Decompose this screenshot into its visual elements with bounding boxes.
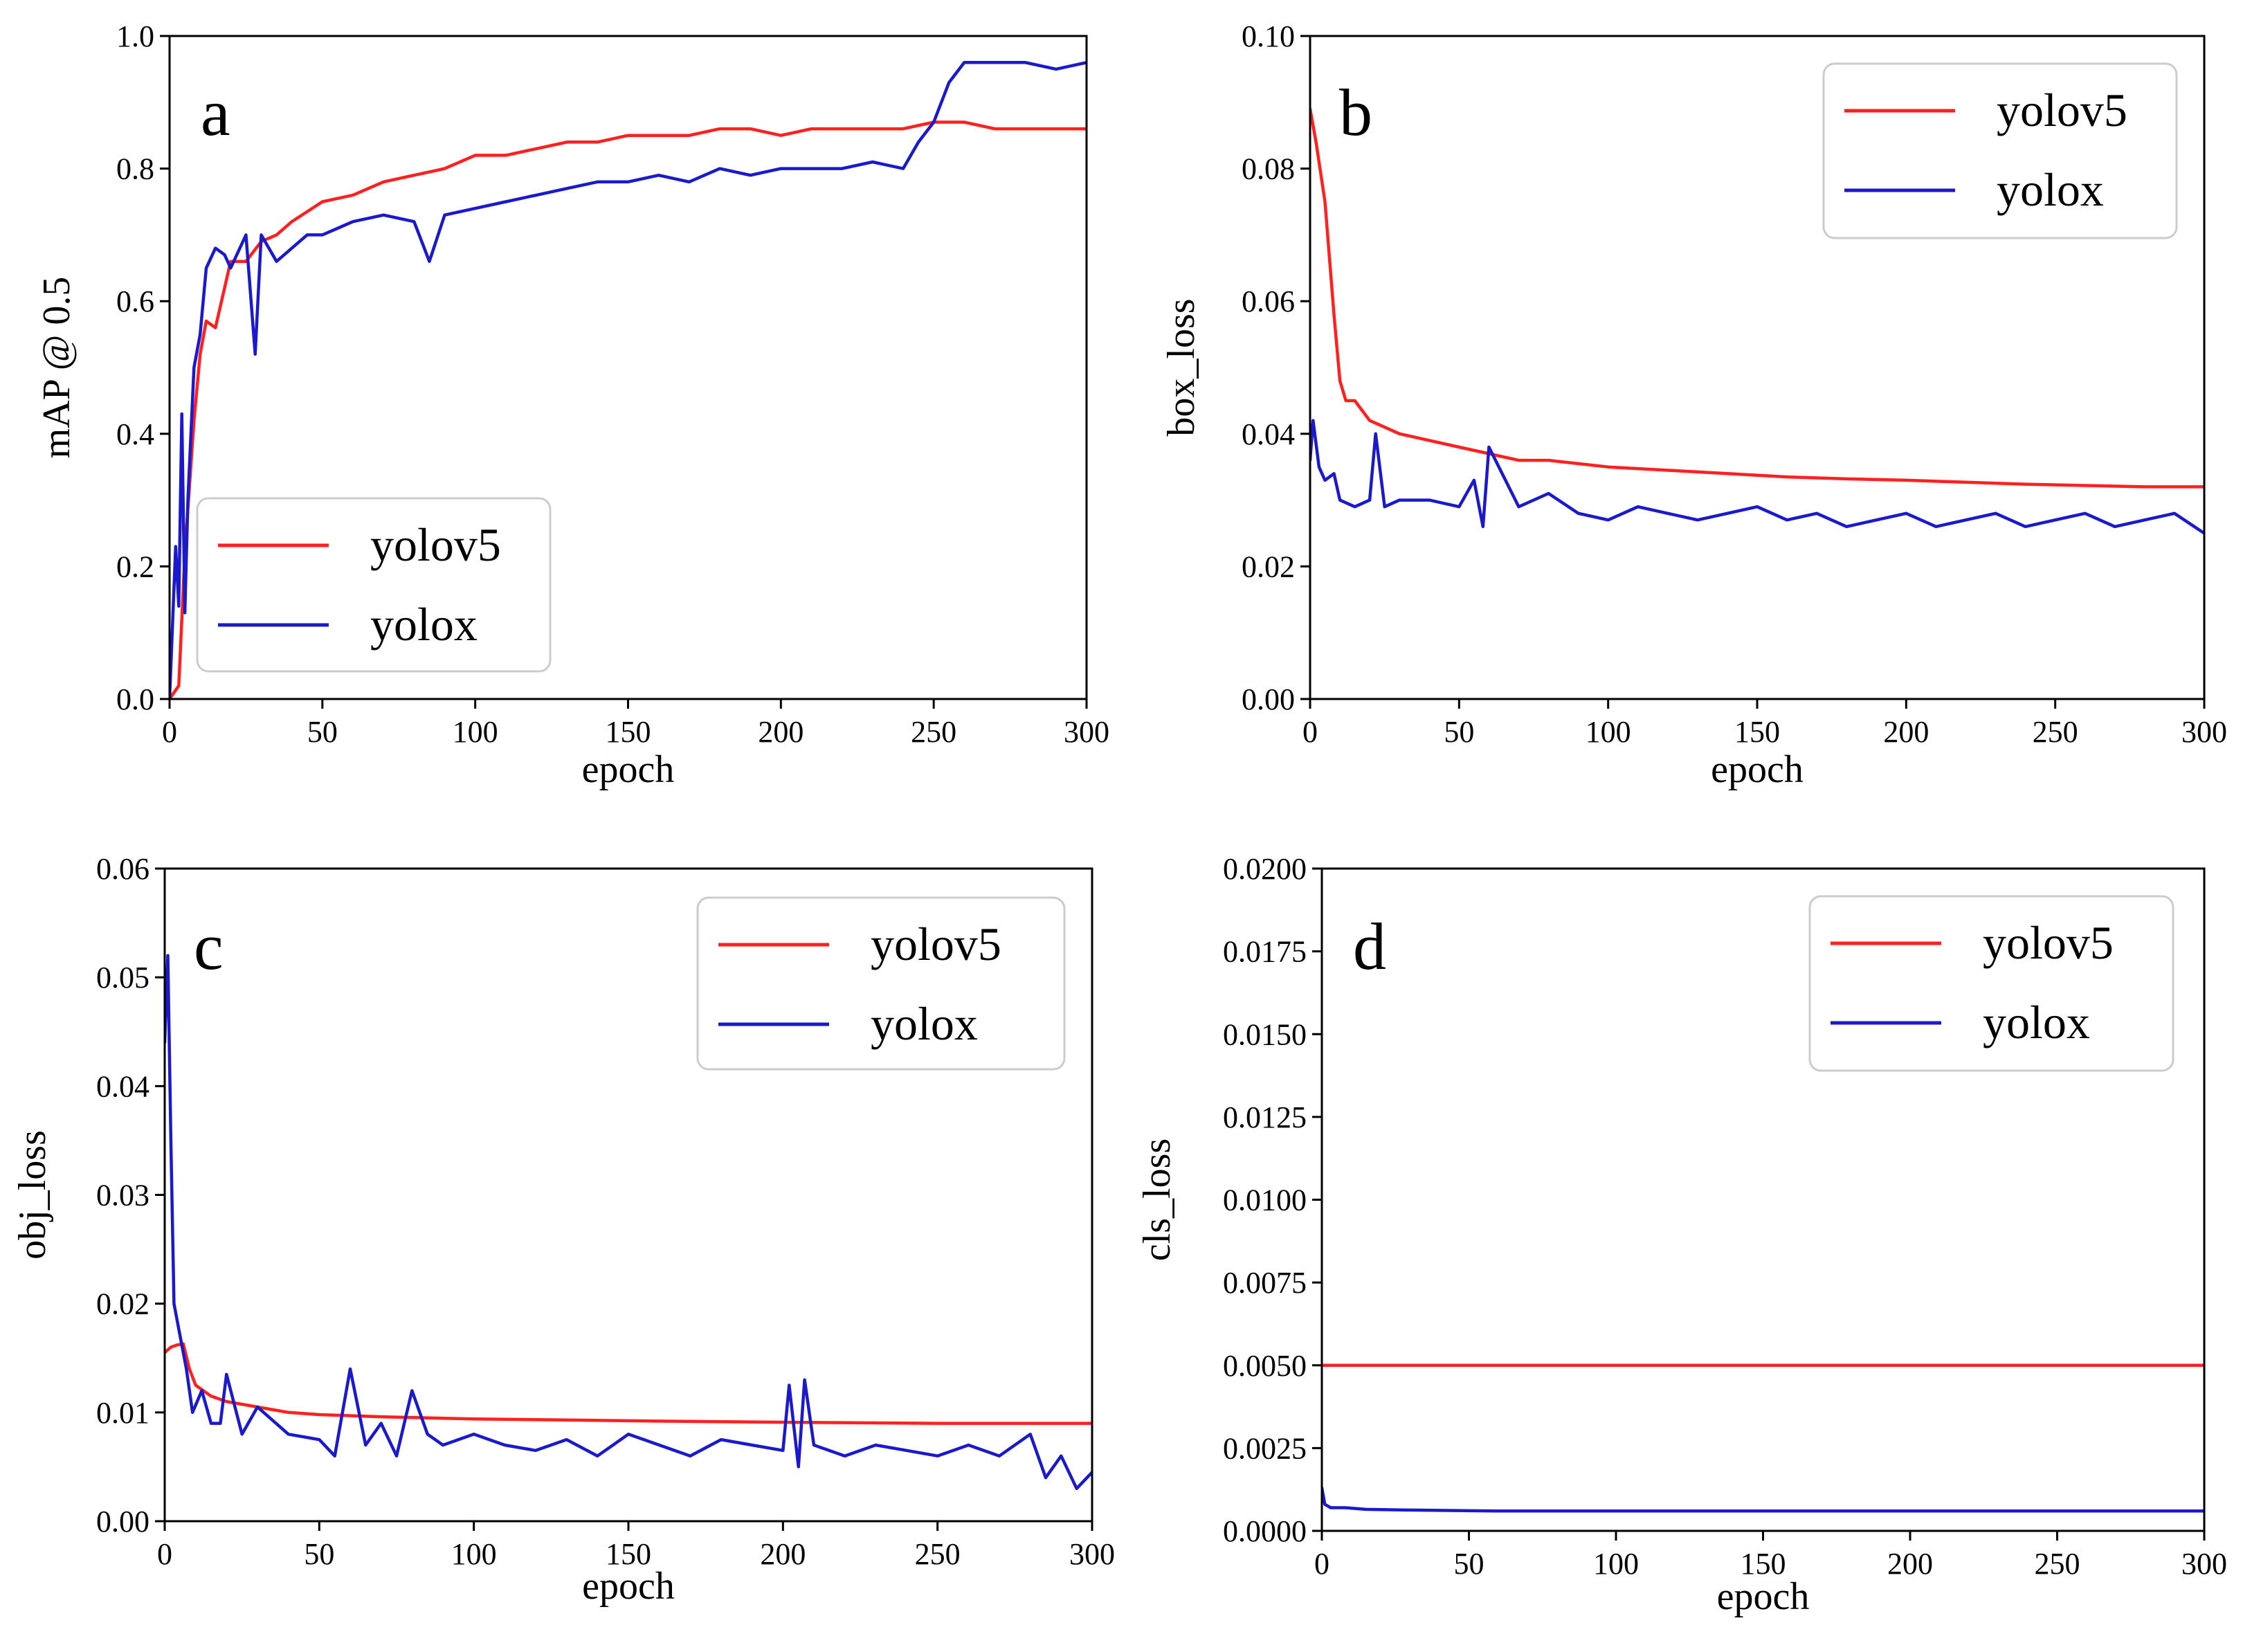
legend-label-yolov5-c: yolov5 [871, 918, 1001, 970]
panel-b: 0 50 100 150 200 250 300 0.00 0.02 0.04 0.06 0.08 0.… [1160, 19, 2227, 791]
legend-label-yolox-a: yolox [370, 598, 478, 651]
x-tick-label-a-1: 50 [307, 715, 338, 749]
y-tick-label-d-0: 0.0000 [1223, 1514, 1307, 1548]
legend-box-b [1822, 62, 2178, 239]
x-tick-label-d-3: 150 [1741, 1547, 1786, 1581]
series-line-yolox-a [170, 61, 1087, 699]
panel-a: 0 50 100 150 200 250 300 0.0 0.2 0.4 0.6 0.8 1.0 epoc… [35, 19, 1109, 791]
legend-label-yolox-c: yolox [871, 997, 978, 1050]
legend-box-d [1808, 895, 2174, 1072]
y-tick-label-d-2: 0.0050 [1223, 1349, 1307, 1383]
y-tick-label-d-4: 0.0100 [1223, 1183, 1307, 1217]
x-tick-label-b-6: 300 [2181, 715, 2227, 749]
legend-b: yolov5 yolox [1822, 62, 2178, 239]
y-tick-label-c-5: 0.05 [96, 961, 149, 995]
y-tick-label-c-0: 0.00 [96, 1505, 149, 1538]
x-axis-label-a: epoch [582, 748, 675, 791]
y-axis-label-b: box_loss [1160, 298, 1203, 436]
y-tick-label-a-1: 0.2 [116, 550, 154, 583]
y-tick-label-a-3: 0.6 [116, 284, 154, 318]
legend-box-a [196, 497, 552, 673]
y-tick-label-d-1: 0.0025 [1223, 1431, 1307, 1465]
legend-box-c [696, 896, 1066, 1071]
y-axis-label-d: cls_loss [1136, 1138, 1179, 1261]
series-line-yolox-c [165, 954, 1092, 1491]
series-line-yolox-d [1322, 1486, 2204, 1513]
x-tick-label-b-1: 50 [1444, 715, 1474, 749]
series-line-yolov5-b [1310, 107, 2204, 489]
y-tick-label-a-5: 1.0 [116, 19, 154, 53]
x-tick-label-b-3: 150 [1734, 715, 1780, 749]
series-line-yolov5-c [165, 1342, 1092, 1425]
legend-label-yolox-b: yolox [1997, 163, 2104, 216]
series-line-yolov5-a [170, 120, 1087, 699]
y-tick-label-d-6: 0.0150 [1223, 1017, 1307, 1051]
x-tick-label-a-2: 100 [453, 715, 498, 749]
panel-letter-a: a [201, 75, 230, 149]
x-axis-label-c: epoch [582, 1565, 675, 1608]
panel-c: 0 50 100 150 200 250 300 0.00 0.01 0.02 0.03 0.04 0.… [11, 852, 1115, 1608]
x-tick-label-b-0: 0 [1302, 715, 1318, 749]
y-tick-label-d-8: 0.0200 [1223, 852, 1307, 886]
panel-letter-c: c [194, 909, 224, 983]
y-tick-label-b-4: 0.08 [1242, 152, 1295, 186]
x-tick-label-b-2: 100 [1586, 715, 1631, 749]
legend-label-yolox-d: yolox [1983, 996, 2090, 1049]
x-tick-label-c-5: 250 [915, 1537, 961, 1571]
y-axis-label-a: mAP @ 0.5 [35, 277, 78, 459]
x-tick-label-a-5: 250 [911, 715, 956, 749]
legend-c: yolov5 yolox [696, 896, 1066, 1071]
y-tick-label-a-0: 0.0 [116, 682, 154, 716]
x-tick-label-c-0: 0 [157, 1537, 172, 1571]
legend-label-yolov5-b: yolov5 [1997, 84, 2127, 136]
x-tick-label-a-3: 150 [606, 715, 651, 749]
panel-letter-d: d [1353, 909, 1386, 983]
y-tick-label-c-4: 0.04 [96, 1069, 149, 1103]
y-tick-label-c-1: 0.01 [96, 1396, 149, 1430]
y-tick-label-a-2: 0.4 [116, 417, 154, 451]
panel-d: 0 50 100 150 200 250 300 0.0000 0.0025 0.0050 0.00… [1136, 852, 2227, 1618]
y-axis-label-c: obj_loss [11, 1130, 54, 1260]
legend-d: yolov5 yolox [1808, 895, 2174, 1072]
legend-label-yolov5-a: yolov5 [370, 518, 501, 571]
x-tick-label-d-6: 300 [2181, 1547, 2227, 1581]
x-tick-label-c-3: 150 [606, 1537, 651, 1571]
x-tick-label-b-5: 250 [2033, 715, 2078, 749]
x-axis-label-b: epoch [1711, 748, 1804, 791]
x-tick-label-d-2: 100 [1593, 1547, 1639, 1581]
y-tick-label-b-5: 0.10 [1242, 19, 1295, 53]
x-axis-label-d: epoch [1717, 1575, 1810, 1618]
x-tick-label-d-1: 50 [1454, 1547, 1484, 1581]
x-tick-label-c-6: 300 [1069, 1537, 1115, 1571]
y-tick-label-b-3: 0.06 [1242, 284, 1295, 318]
y-tick-label-c-6: 0.06 [96, 852, 149, 886]
x-tick-label-a-6: 300 [1064, 715, 1109, 749]
x-tick-label-d-0: 0 [1314, 1547, 1329, 1581]
y-tick-label-d-3: 0.0075 [1223, 1266, 1307, 1300]
x-tick-label-c-2: 100 [451, 1537, 497, 1571]
y-tick-label-d-7: 0.0175 [1223, 935, 1307, 969]
legend-a: yolov5 yolox [196, 497, 552, 673]
x-tick-label-a-4: 200 [758, 715, 803, 749]
y-tick-label-b-0: 0.00 [1242, 682, 1295, 716]
legend-label-yolov5-d: yolov5 [1983, 916, 2114, 969]
panel-letter-b: b [1339, 75, 1372, 149]
x-tick-label-c-4: 200 [760, 1537, 806, 1571]
y-tick-label-c-3: 0.03 [96, 1179, 149, 1213]
y-tick-label-d-5: 0.0125 [1223, 1100, 1307, 1134]
x-tick-label-a-0: 0 [162, 715, 177, 749]
series-line-yolox-b [1310, 419, 2204, 535]
y-tick-label-a-4: 0.8 [116, 152, 154, 186]
x-tick-label-c-1: 50 [304, 1537, 334, 1571]
x-tick-label-b-4: 200 [1883, 715, 1929, 749]
x-tick-label-d-5: 250 [2035, 1547, 2080, 1581]
y-tick-label-c-2: 0.02 [96, 1287, 149, 1321]
y-tick-label-b-1: 0.02 [1242, 550, 1295, 583]
x-tick-label-d-4: 200 [1887, 1547, 1933, 1581]
y-tick-label-b-2: 0.04 [1242, 417, 1295, 451]
